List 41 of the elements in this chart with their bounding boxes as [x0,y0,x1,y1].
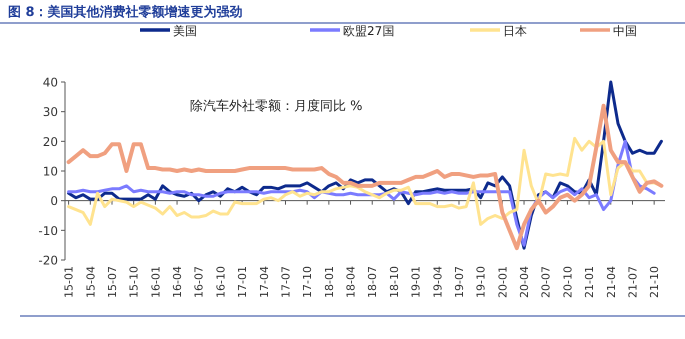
x-tick-label: 17-07 [279,266,292,298]
x-tick-label: 16-07 [192,266,206,298]
x-tick-label: 15-04 [84,266,98,298]
x-tick-label: 17-04 [258,266,271,298]
y-tick-label: 40 [42,76,58,90]
x-tick-label: 17-01 [236,266,250,298]
x-tick-label: 18-01 [322,266,336,298]
y-tick-label: -20 [38,254,58,268]
x-tick-label: 16-04 [171,266,184,298]
x-tick-label: 20-10 [561,266,574,298]
x-tick-label: 20-07 [540,266,553,298]
x-tick-label: 21-10 [648,266,662,298]
x-tick-label: 20-01 [496,266,510,298]
x-tick-label: 19-10 [474,266,488,298]
annotation: 除汽车外社零额：月度同比 % [190,98,362,114]
x-tick-label: 21-07 [626,266,640,298]
y-tick-label: 30 [42,105,58,120]
y-tick-label: 0 [50,194,58,208]
x-tick-label: 17-10 [301,266,314,298]
legend-label: 美国 [173,24,197,38]
x-tick-label: 16-01 [149,266,162,298]
x-tick-label: 19-01 [410,266,423,298]
x-tick-label: 20-04 [518,266,532,298]
x-tick-label: 16-10 [214,266,228,298]
x-tick-label: 18-10 [388,266,401,298]
legend-label: 中国 [613,24,637,38]
x-tick-label: 15-10 [128,266,141,298]
y-tick-label: 20 [42,134,58,149]
x-tick-label: 21-01 [583,266,596,298]
x-tick-label: 15-01 [62,266,76,298]
x-tick-label: 18-04 [344,266,358,298]
x-tick-label: 15-07 [106,266,119,298]
legend-label: 日本 [503,24,527,38]
x-tick-label: 19-07 [452,266,466,298]
y-tick-label: -10 [38,224,58,238]
x-tick-label: 21-04 [604,266,618,298]
x-tick-label: 18-07 [366,266,380,298]
legend-label: 欧盟27国 [343,24,394,38]
chart-title: 图 8：美国其他消费社零额增速更为强劲 [8,4,243,20]
y-tick-label: 10 [42,164,58,178]
x-tick-label: 19-04 [431,266,444,298]
